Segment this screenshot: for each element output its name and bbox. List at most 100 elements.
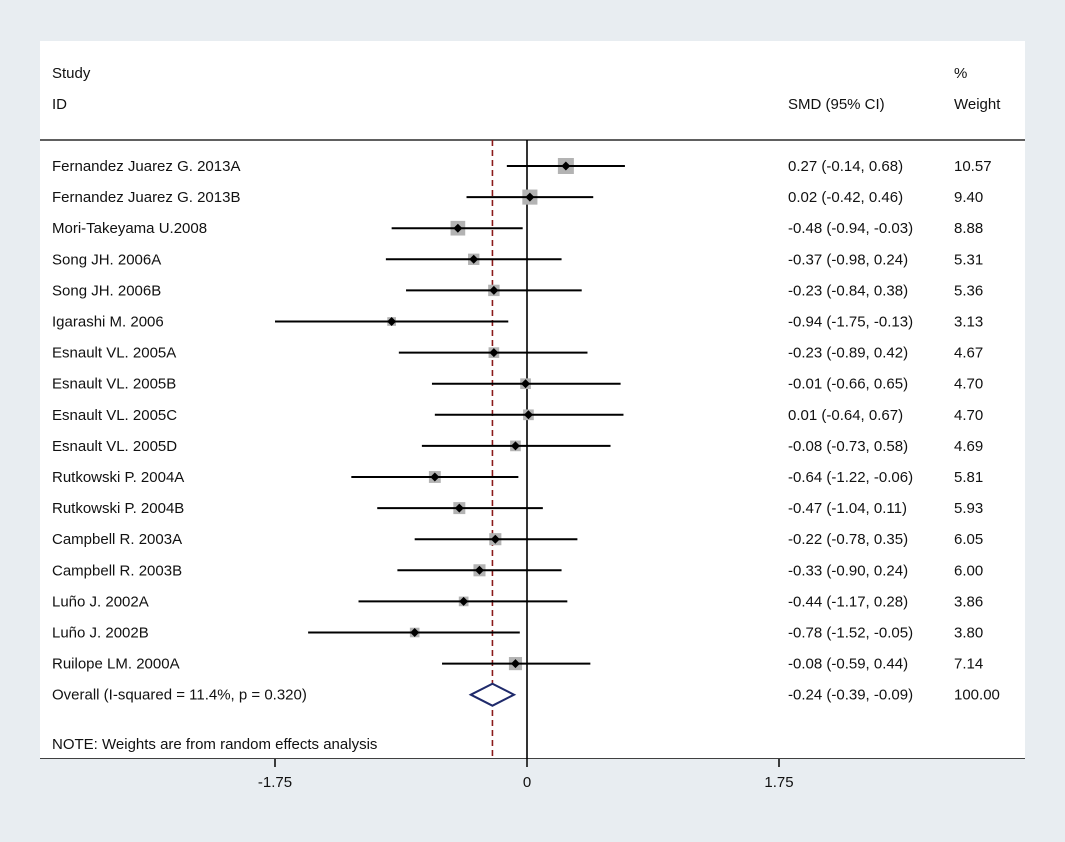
point-estimate-marker <box>474 565 484 575</box>
overall-row: Overall (I-squared = 11.4%, p = 0.320) -0… <box>52 682 1000 707</box>
study-label: Ruilope LM. 2000A <box>52 656 180 673</box>
weight-text: 5.81 <box>954 469 983 486</box>
overall-diamond <box>468 682 517 707</box>
point-estimate-marker <box>430 472 440 482</box>
study-label: Song JH. 2006B <box>52 282 161 299</box>
study-rows: Fernandez Juarez G. 2013A 0.27 (-0.14, 0.… <box>52 158 1000 707</box>
weight-text: 4.70 <box>954 407 983 424</box>
ci-text: -0.08 (-0.73, 0.58) <box>788 438 908 455</box>
weight-text: 5.31 <box>954 251 983 268</box>
study-label: Fernandez Juarez G. 2013B <box>52 189 240 206</box>
study-row: Esnault VL. 2005C 0.01 (-0.64, 0.67) 4.70 <box>52 407 983 424</box>
overall-weight-text: 100.00 <box>954 687 1000 704</box>
study-row: Rutkowski P. 2004A -0.64 (-1.22, -0.06) 5.… <box>52 469 983 486</box>
weight-text: 3.86 <box>954 593 983 610</box>
study-row: Esnault VL. 2005B -0.01 (-0.66, 0.65) 4.70 <box>52 376 983 393</box>
weight-text: 9.40 <box>954 189 983 206</box>
study-row: Ruilope LM. 2000A -0.08 (-0.59, 0.44) 7.14 <box>52 656 983 673</box>
point-estimate-marker <box>523 410 533 420</box>
weight-text: 6.00 <box>954 562 983 579</box>
study-row: Fernandez Juarez G. 2013B 0.02 (-0.42, 0.… <box>52 189 983 206</box>
study-row: Campbell R. 2003A -0.22 (-0.78, 0.35) 6.05 <box>52 531 983 548</box>
ci-text: -0.37 (-0.98, 0.24) <box>788 251 908 268</box>
study-label: Igarashi M. 2006 <box>52 314 164 331</box>
header-study: Study <box>52 65 91 82</box>
study-label: Rutkowski P. 2004A <box>52 469 184 486</box>
point-estimate-marker <box>387 317 397 326</box>
point-estimate-marker <box>453 223 463 233</box>
ci-text: -0.78 (-1.52, -0.05) <box>788 625 913 642</box>
weight-text: 5.93 <box>954 500 983 517</box>
study-label: Rutkowski P. 2004B <box>52 500 184 517</box>
study-row: Campbell R. 2003B -0.33 (-0.90, 0.24) 6.00 <box>52 562 983 579</box>
note-text: NOTE: Weights are from random effects an… <box>52 736 377 753</box>
ci-text: -0.01 (-0.66, 0.65) <box>788 376 908 393</box>
weight-text: 4.69 <box>954 438 983 455</box>
ci-text: -0.08 (-0.59, 0.44) <box>788 656 908 673</box>
point-estimate-marker <box>489 348 499 358</box>
ci-text: -0.22 (-0.78, 0.35) <box>788 531 908 548</box>
study-label: Campbell R. 2003A <box>52 531 182 548</box>
ci-text: -0.94 (-1.75, -0.13) <box>788 314 913 331</box>
study-row: Luño J. 2002A -0.44 (-1.17, 0.28) 3.86 <box>52 593 983 610</box>
header-id: ID <box>52 96 67 113</box>
header-percent: % <box>954 65 967 82</box>
weight-text: 8.88 <box>954 220 983 237</box>
study-row: Rutkowski P. 2004B -0.47 (-1.04, 0.11) 5.9… <box>52 500 983 517</box>
weight-text: 4.70 <box>954 376 983 393</box>
point-estimate-marker <box>561 161 571 171</box>
ci-text: 0.27 (-0.14, 0.68) <box>788 158 903 175</box>
study-row: Igarashi M. 2006 -0.94 (-1.75, -0.13) 3.13 <box>52 314 983 331</box>
forest-plot-panel: Study ID SMD (95% CI) % Weight NOTE: Wei… <box>40 41 1025 759</box>
point-estimate-marker <box>490 534 500 544</box>
study-row: Luño J. 2002B -0.78 (-1.52, -0.05) 3.80 <box>52 625 983 642</box>
study-row: Esnault VL. 2005A -0.23 (-0.89, 0.42) 4.67 <box>52 345 983 362</box>
study-row: Fernandez Juarez G. 2013A 0.27 (-0.14, 0.… <box>52 158 992 175</box>
study-label: Mori-Takeyama U.2008 <box>52 220 207 237</box>
study-label: Luño J. 2002A <box>52 593 149 610</box>
study-row: Song JH. 2006B -0.23 (-0.84, 0.38) 5.36 <box>52 282 983 299</box>
study-label: Esnault VL. 2005A <box>52 345 176 362</box>
x-tick-label: -1.75 <box>258 774 292 791</box>
point-estimate-marker <box>410 628 420 637</box>
weight-text: 5.36 <box>954 282 983 299</box>
header-effect: SMD (95% CI) <box>788 96 885 113</box>
header-weight: Weight <box>954 96 1001 113</box>
ci-text: -0.23 (-0.89, 0.42) <box>788 345 908 362</box>
ci-text: -0.33 (-0.90, 0.24) <box>788 562 908 579</box>
ci-text: 0.02 (-0.42, 0.46) <box>788 189 903 206</box>
study-label: Esnault VL. 2005B <box>52 376 176 393</box>
study-label: Campbell R. 2003B <box>52 562 182 579</box>
study-row: Esnault VL. 2005D -0.08 (-0.73, 0.58) 4.69 <box>52 438 983 455</box>
study-label: Esnault VL. 2005D <box>52 438 177 455</box>
ci-text: -0.23 (-0.84, 0.38) <box>788 282 908 299</box>
overall-label: Overall (I-squared = 11.4%, p = 0.320) <box>52 687 307 704</box>
point-estimate-marker <box>489 285 499 295</box>
ci-text: -0.48 (-0.94, -0.03) <box>788 220 913 237</box>
study-row: Song JH. 2006A -0.37 (-0.98, 0.24) 5.31 <box>52 251 983 268</box>
ci-text: 0.01 (-0.64, 0.67) <box>788 407 903 424</box>
study-label: Song JH. 2006A <box>52 251 161 268</box>
point-estimate-marker <box>459 596 469 606</box>
study-row: Mori-Takeyama U.2008 -0.48 (-0.94, -0.03)… <box>52 220 983 237</box>
weight-text: 3.80 <box>954 625 983 642</box>
weight-text: 6.05 <box>954 531 983 548</box>
study-label: Esnault VL. 2005C <box>52 407 177 424</box>
x-tick-label: 0 <box>523 774 531 791</box>
point-estimate-marker <box>454 503 464 513</box>
study-label: Luño J. 2002B <box>52 625 149 642</box>
study-label: Fernandez Juarez G. 2013A <box>52 158 240 175</box>
weight-text: 7.14 <box>954 656 983 673</box>
weight-text: 3.13 <box>954 314 983 331</box>
overall-ci-text: -0.24 (-0.39, -0.09) <box>788 687 913 704</box>
weight-text: 4.67 <box>954 345 983 362</box>
ci-text: -0.64 (-1.22, -0.06) <box>788 469 913 486</box>
weight-text: 10.57 <box>954 158 992 175</box>
ci-text: -0.47 (-1.04, 0.11) <box>788 500 907 517</box>
forest-plot: Study ID SMD (95% CI) % Weight NOTE: Wei… <box>40 65 1025 759</box>
ci-text: -0.44 (-1.17, 0.28) <box>788 593 908 610</box>
point-estimate-marker <box>525 192 535 202</box>
point-estimate-marker <box>521 379 531 389</box>
